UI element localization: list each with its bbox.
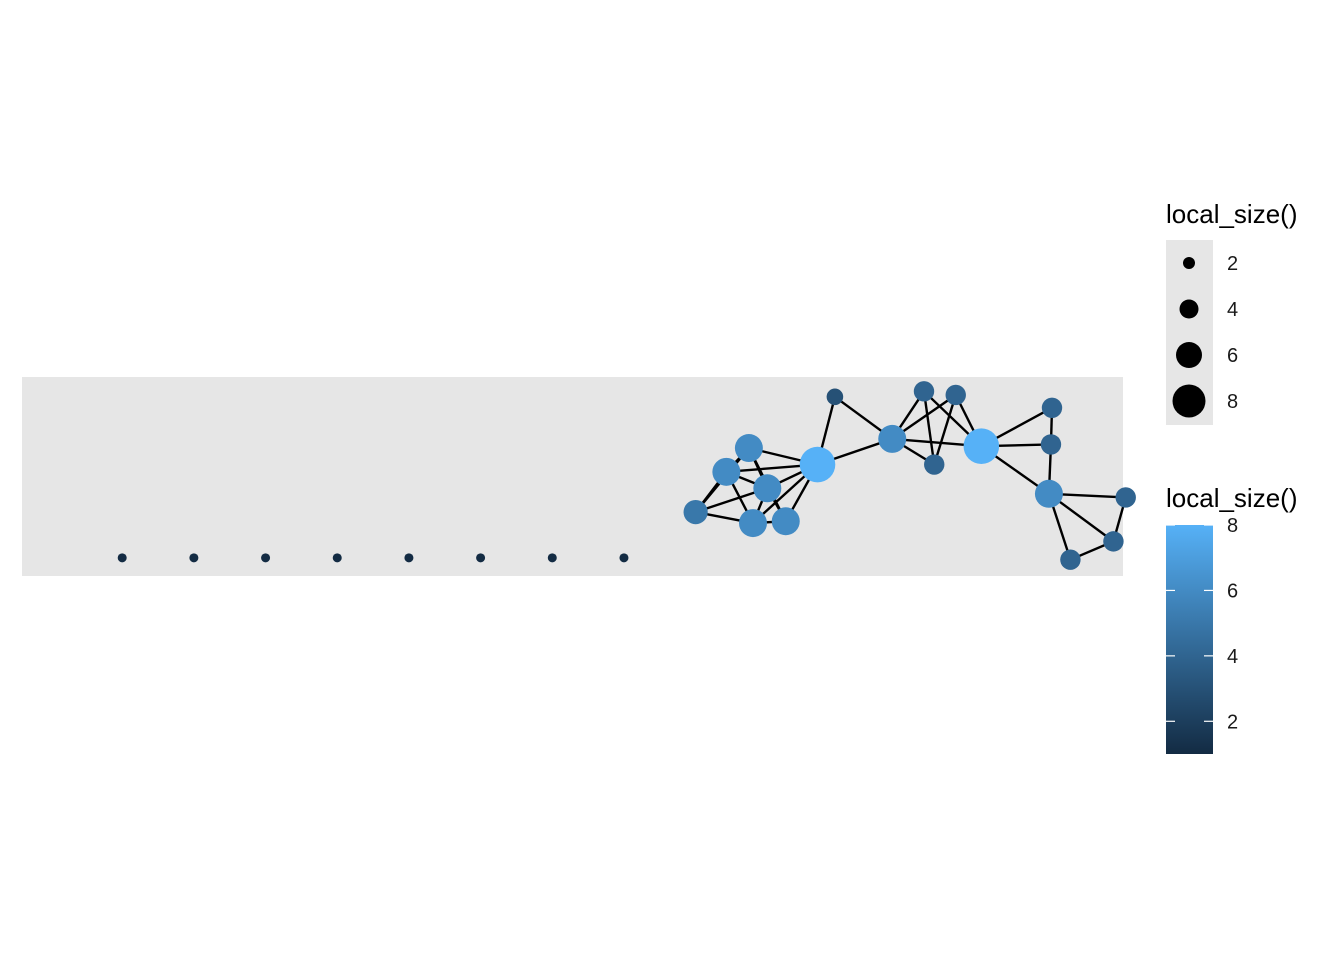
node-25: [1115, 487, 1136, 508]
size-legend-key-4: [1179, 299, 1199, 319]
size-legend-label-8: 8: [1227, 391, 1238, 413]
node-19: [945, 384, 966, 406]
nodes: [117, 381, 1136, 570]
node-5: [404, 553, 414, 563]
node-20: [924, 454, 945, 475]
size-legend: local_size() 2 4 6 8: [1166, 199, 1298, 425]
color-legend: local_size() 2 4 6 8: [1166, 483, 1298, 754]
node-17: [878, 424, 907, 453]
node-15: [799, 446, 836, 483]
node-12: [753, 474, 782, 503]
node-10: [712, 457, 741, 486]
node-13: [738, 509, 767, 538]
node-2: [189, 553, 199, 563]
size-legend-key-8: [1172, 384, 1206, 418]
color-legend-label-2: 2: [1227, 711, 1238, 733]
size-legend-label-4: 4: [1227, 299, 1238, 321]
node-7: [547, 553, 557, 563]
node-27: [1060, 549, 1081, 570]
color-legend-label-8: 8: [1227, 515, 1238, 537]
node-9: [683, 499, 708, 525]
node-3: [261, 553, 271, 563]
colorbar: [1166, 525, 1213, 754]
size-legend-key-2: [1183, 257, 1195, 269]
node-16: [826, 388, 844, 406]
node-26: [1103, 531, 1124, 552]
node-4: [332, 553, 342, 563]
size-legend-key-6: [1176, 342, 1202, 368]
node-14: [771, 507, 800, 536]
edge-18-20: [922, 391, 936, 465]
node-18: [913, 381, 935, 402]
node-11: [734, 434, 763, 463]
size-legend-label-2: 2: [1227, 253, 1238, 275]
node-1: [117, 553, 127, 563]
plot-panel: [22, 377, 1123, 576]
edge-19-20: [933, 394, 957, 465]
node-8: [619, 553, 629, 563]
node-6: [476, 553, 486, 563]
node-23: [1040, 434, 1062, 455]
color-legend-title: local_size(): [1166, 483, 1298, 513]
size-legend-label-6: 6: [1227, 345, 1238, 367]
node-22: [1041, 397, 1063, 418]
size-legend-title: local_size(): [1166, 199, 1298, 229]
color-legend-label-4: 4: [1227, 646, 1238, 668]
node-21: [963, 428, 1000, 465]
color-legend-label-6: 6: [1227, 580, 1238, 602]
node-24: [1034, 479, 1063, 508]
